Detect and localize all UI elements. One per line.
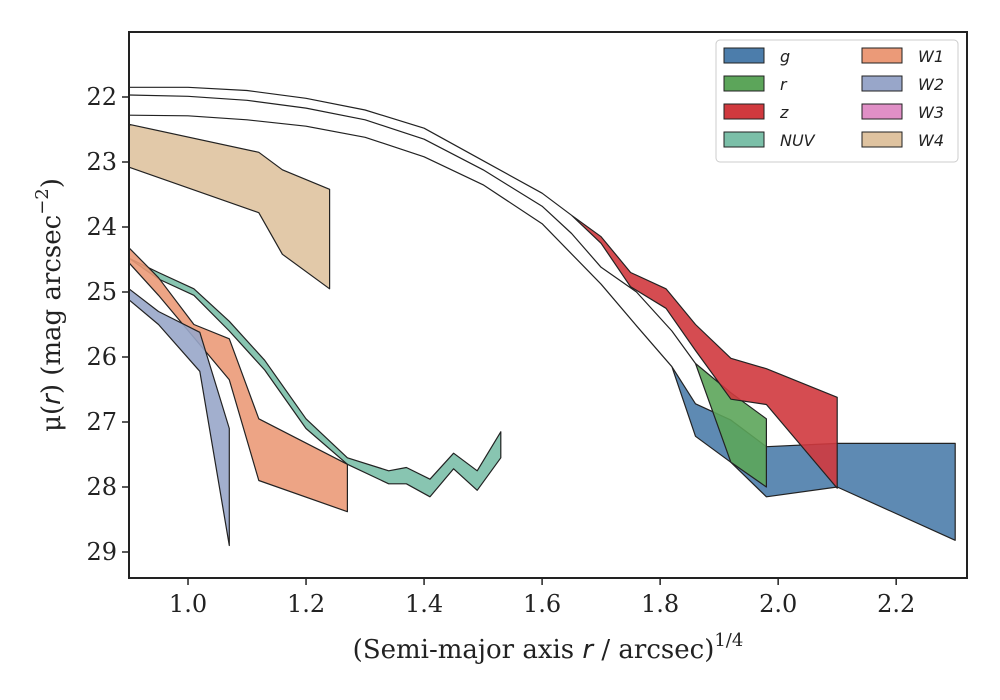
plot-frame <box>128 31 968 579</box>
y-tick-label: 22 <box>86 83 117 111</box>
band-w2 <box>128 288 230 547</box>
x-tick-label: 1.6 <box>523 590 561 618</box>
legend-swatch-z <box>723 103 765 120</box>
band-w1 <box>128 247 348 513</box>
x-tick-label: 2.2 <box>877 590 915 618</box>
x-tick-label: 1.4 <box>405 590 443 618</box>
legend-swatch-w2 <box>861 75 903 92</box>
y-tick-label: 25 <box>86 278 117 306</box>
x-tick-label: 1.8 <box>641 590 679 618</box>
band-w4 <box>128 123 331 290</box>
legend-label-g: g <box>780 47 790 66</box>
x-axis-title: (Semi-major axis r / arcsec)1/4 <box>353 630 744 665</box>
y-tick-label: 27 <box>86 408 117 436</box>
y-tick-label: 29 <box>86 538 117 566</box>
legend-label-w3: W3 <box>918 103 944 122</box>
y-tick-label: 23 <box>86 148 117 176</box>
band-r <box>128 94 767 488</box>
legend-label-z: z <box>779 103 789 122</box>
legend-label-r: r <box>780 75 788 94</box>
legend-swatch-g <box>723 47 765 64</box>
y-tick-label: 24 <box>86 213 117 241</box>
legend-label-w1: W1 <box>918 47 944 66</box>
x-axis-ticks: 1.0 1.2 1.4 1.6 1.8 2.0 2.2 <box>169 578 915 618</box>
x-tick-label: 1.2 <box>287 590 325 618</box>
bands-layer <box>128 86 956 547</box>
legend-swatch-w1 <box>861 47 903 64</box>
x-tick-label: 1.0 <box>169 590 207 618</box>
legend-swatch-w3 <box>861 103 903 120</box>
y-tick-label: 28 <box>86 473 117 501</box>
y-tick-label: 26 <box>86 343 117 371</box>
band-nuv <box>128 257 502 498</box>
y-axis-title: μ(r) (mag arcsec−2) <box>32 178 67 432</box>
legend-swatch-w4 <box>861 131 903 148</box>
legend-label-w2: W2 <box>918 75 944 94</box>
legend: grz NUV W1 W2 W3 W4 <box>715 39 959 163</box>
y-axis-ticks: 22 23 24 25 26 27 28 29 <box>86 83 129 566</box>
legend-label-nuv: NUV <box>780 131 816 150</box>
legend-swatch-r <box>723 75 765 92</box>
band-z <box>128 86 838 489</box>
x-tick-label: 2.0 <box>759 590 797 618</box>
legend-swatch-nuv <box>723 131 765 148</box>
legend-label-w4: W4 <box>918 131 944 150</box>
